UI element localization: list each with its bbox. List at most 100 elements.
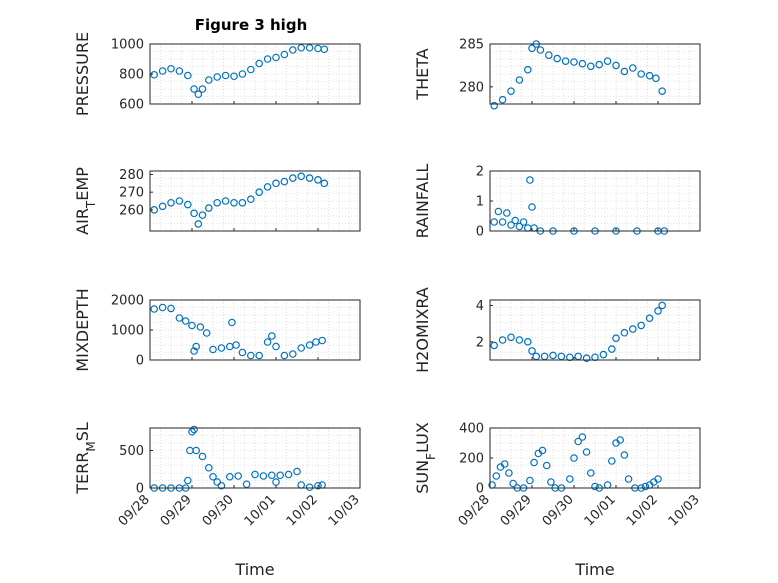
- data-point: [205, 463, 213, 472]
- data-point: [607, 457, 616, 465]
- data-point: [607, 345, 616, 353]
- y-tick-label: 270: [119, 186, 144, 201]
- data-point: [209, 345, 217, 354]
- data-point: [528, 203, 536, 211]
- data-point: [544, 51, 553, 59]
- y-tick-label: 2: [476, 165, 484, 180]
- axes-frame: [149, 170, 361, 232]
- data-point: [498, 218, 507, 226]
- grid-lines: [489, 43, 701, 105]
- data-point: [192, 342, 201, 351]
- data-point: [492, 472, 501, 480]
- data-point: [263, 338, 272, 346]
- data-point: [167, 304, 175, 313]
- data-point: [232, 341, 240, 349]
- x-tick-label: 09/28: [116, 492, 153, 529]
- data-point: [612, 334, 620, 342]
- data-point: [490, 218, 499, 226]
- data-point: [297, 344, 306, 352]
- data-point: [586, 469, 595, 477]
- data-point: [190, 85, 198, 93]
- y-tick-label: 400: [459, 422, 484, 437]
- data-point: [507, 333, 515, 342]
- data-point: [561, 57, 570, 65]
- grid-lines: [489, 299, 701, 361]
- y-tick-label: 500: [119, 444, 144, 459]
- data-point: [175, 314, 184, 322]
- data-point: [515, 76, 524, 84]
- data-point: [150, 70, 159, 79]
- data-point: [217, 481, 226, 490]
- data-point: [198, 211, 207, 219]
- data-point: [190, 425, 198, 434]
- data-point: [280, 177, 289, 186]
- grid-lines: [149, 427, 361, 489]
- data-point: [190, 209, 198, 218]
- data-point: [582, 354, 591, 362]
- data-point: [628, 64, 637, 72]
- data-point: [188, 321, 196, 330]
- data-point: [217, 344, 226, 352]
- data-point: [578, 433, 587, 441]
- y-tick-label: 1: [476, 195, 484, 210]
- figure-title: Figure 3 high: [195, 16, 308, 34]
- data-point: [267, 332, 276, 340]
- data-point: [247, 351, 255, 360]
- data-point: [320, 179, 329, 188]
- data-point: [272, 179, 280, 188]
- data-point: [293, 467, 301, 476]
- data-point: [297, 172, 306, 181]
- data-point: [234, 472, 243, 480]
- y-tick-label: 4: [476, 299, 484, 314]
- data-point: [198, 452, 207, 461]
- y-tick-label: 600: [119, 98, 144, 113]
- x-tick-label: 10/02: [284, 492, 321, 529]
- data-point: [175, 197, 184, 205]
- y-axis-label: H2OMIXRA: [413, 287, 432, 373]
- data-point: [213, 73, 222, 81]
- data-point: [530, 458, 538, 467]
- x-tick-label: 09/30: [540, 492, 577, 529]
- data-point: [645, 71, 654, 80]
- data-point: [184, 476, 192, 485]
- data-point: [158, 202, 167, 211]
- data-point: [641, 482, 650, 491]
- data-point: [586, 62, 595, 71]
- y-tick-label: 0: [136, 482, 144, 497]
- data-point: [578, 59, 587, 68]
- data-point: [251, 470, 259, 479]
- data-point: [507, 87, 515, 95]
- data-point: [238, 70, 247, 78]
- data-point: [505, 469, 513, 477]
- data-point: [238, 198, 247, 207]
- y-axis-label: PRESSURE: [73, 32, 92, 116]
- data-point: [490, 101, 499, 110]
- data-point: [202, 329, 211, 337]
- data-point: [658, 301, 667, 310]
- data-point: [263, 183, 272, 191]
- x-tick-label: 10/01: [242, 492, 279, 529]
- data-point: [228, 318, 236, 327]
- data-point: [654, 307, 662, 315]
- data-point: [620, 451, 629, 459]
- data-point: [511, 216, 520, 225]
- data-point: [553, 54, 562, 63]
- data-point: [288, 46, 297, 54]
- axes-frame: [149, 427, 361, 489]
- y-axis-label: THETA: [413, 48, 432, 100]
- data-point: [247, 65, 255, 74]
- data-point: [654, 475, 662, 483]
- x-tick-label: 10/03: [326, 492, 363, 529]
- data-point: [498, 95, 507, 104]
- data-point: [528, 347, 536, 355]
- y-tick-label: 0: [476, 225, 484, 240]
- x-tick-label: 09/28: [456, 492, 493, 529]
- data-point: [196, 323, 205, 331]
- y-axis-label: MIXDEPTH: [73, 288, 92, 371]
- data-point: [509, 479, 517, 488]
- x-tick-label: 10/02: [624, 492, 661, 529]
- data-point: [490, 341, 499, 350]
- data-point: [549, 351, 557, 360]
- data-point: [213, 478, 222, 486]
